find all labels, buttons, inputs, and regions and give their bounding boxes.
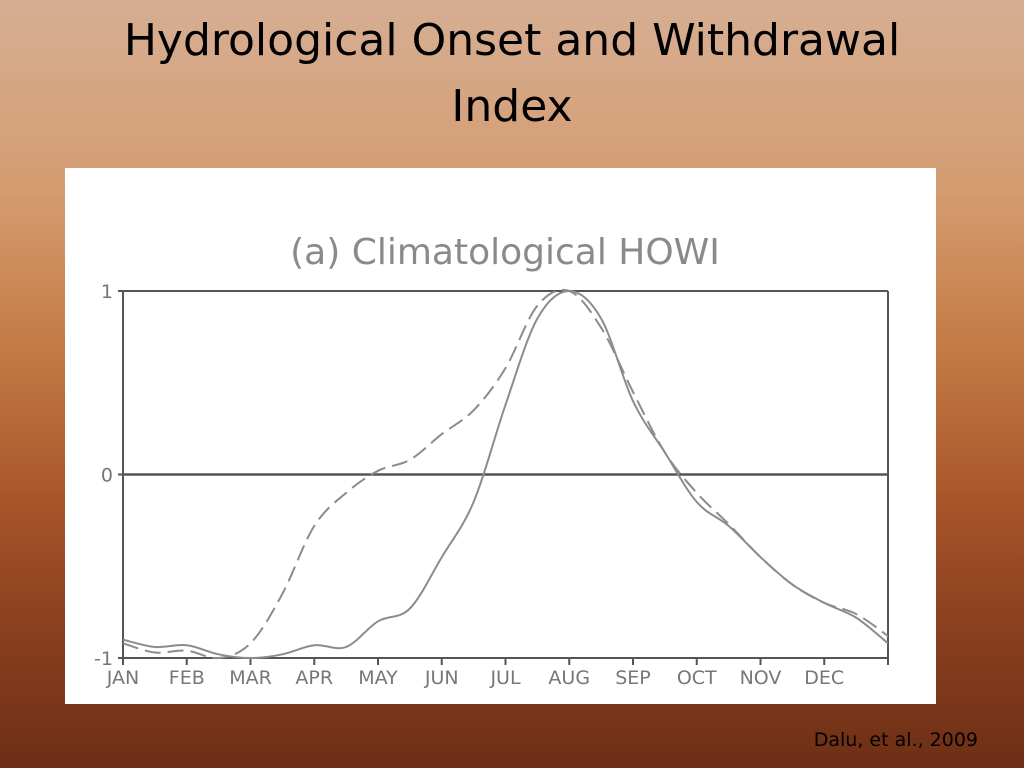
chart-panel: (a) Climatological HOWI -1 0 1 JAN FEB MAR APR… (65, 168, 936, 704)
chart-title: (a) Climatological HOWI (290, 232, 720, 273)
howi-chart: (a) Climatological HOWI -1 0 1 JAN FEB MAR APR… (94, 232, 889, 689)
x-tick-label-6: JUL (489, 667, 521, 689)
x-tick-label-2: MAR (229, 667, 272, 689)
slide-title: Hydrological Onset and Withdrawal Index (0, 8, 1024, 140)
x-tick-label-4: MAY (358, 667, 398, 689)
y-tick-label-2: 1 (101, 281, 113, 303)
citation: Dalu, et al., 2009 (813, 729, 978, 751)
x-tick-label-5: JUN (424, 667, 459, 689)
series-line-dashed (122, 288, 889, 660)
x-tick-label-8: SEP (615, 667, 651, 689)
x-tick-label-1: FEB (169, 667, 205, 689)
x-tick-label-3: APR (295, 667, 333, 689)
x-tick-label-10: NOV (740, 667, 782, 689)
x-tick-label-11: DEC (804, 667, 844, 689)
y-tick-label-0: -1 (94, 648, 113, 670)
slide-title-line-2: Index (451, 81, 573, 132)
x-tick-label-0: JAN (106, 667, 139, 689)
y-tick-label-1: 0 (101, 465, 113, 487)
slide-title-line-1: Hydrological Onset and Withdrawal (123, 15, 901, 66)
x-tick-label-9: OCT (677, 667, 717, 689)
x-tick-label-7: AUG (548, 667, 590, 689)
